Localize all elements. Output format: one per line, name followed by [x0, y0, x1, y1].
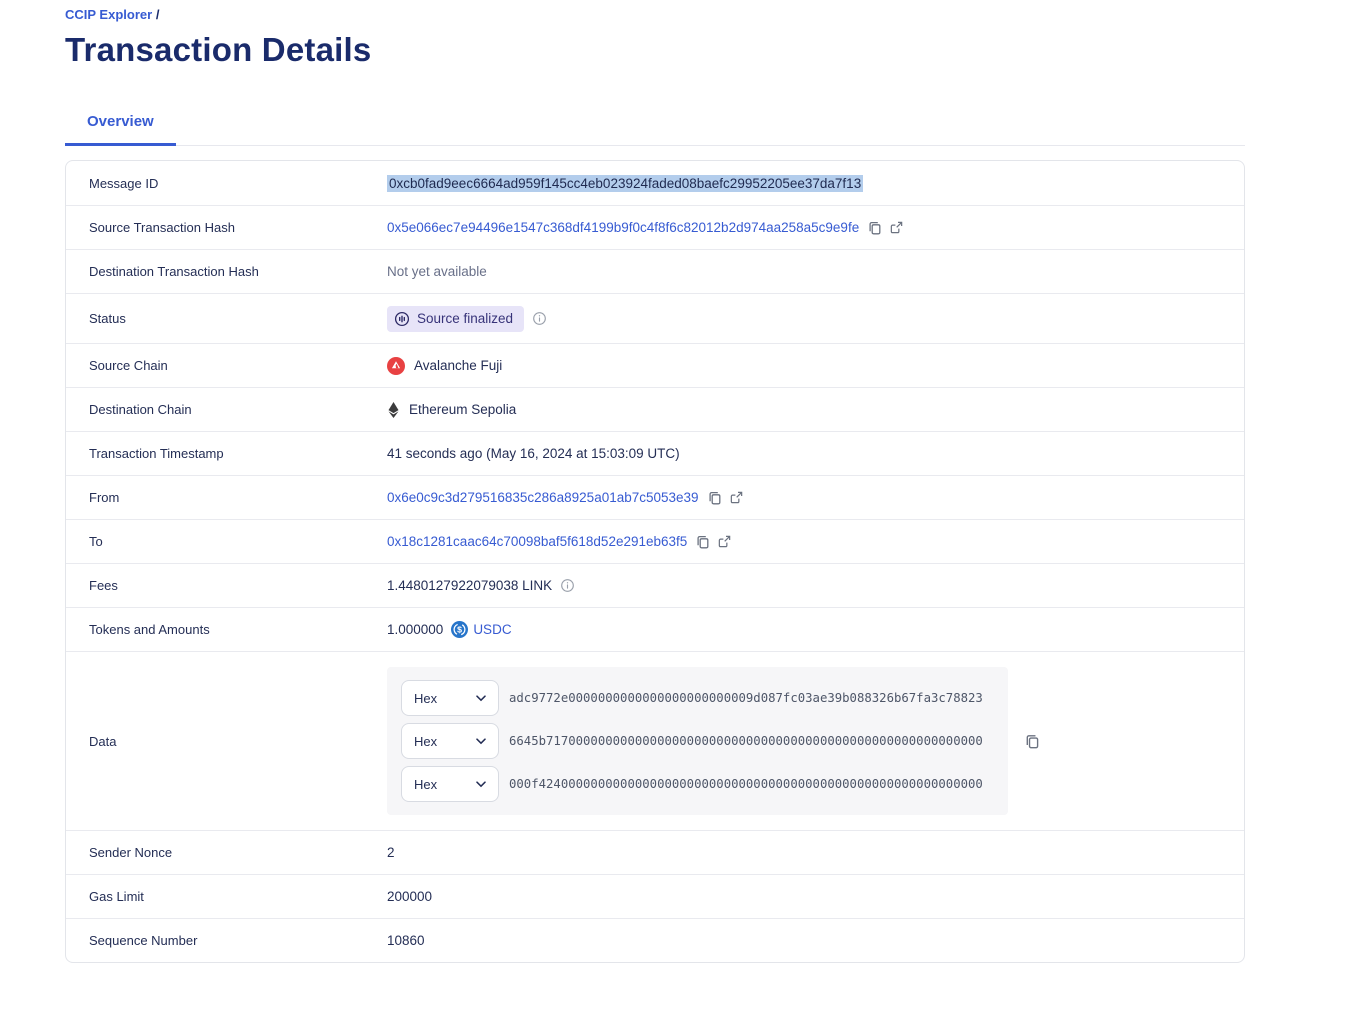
status-badge: Source finalized [387, 306, 524, 332]
table-row-dest-chain: Destination Chain Ethereum Sepolia [66, 387, 1244, 431]
chevron-down-icon [476, 695, 486, 702]
chevron-down-icon [476, 781, 486, 788]
table-row-message-id: Message ID 0xcb0fad9eec6664ad959f145cc4e… [66, 161, 1244, 205]
copy-icon[interactable] [1024, 733, 1041, 750]
token-link-usdc[interactable]: $ USDC [451, 621, 511, 638]
tab-overview[interactable]: Overview [65, 113, 176, 146]
table-row-source-tx-hash: Source Transaction Hash 0x5e066ec7e94496… [66, 205, 1244, 249]
ethereum-icon [387, 401, 400, 419]
svg-text:$: $ [457, 625, 462, 635]
table-row-fees: Fees 1.4480127922079038 LINK [66, 563, 1244, 607]
hex-format-select[interactable]: Hex [401, 680, 499, 716]
dest-chain-label: Destination Chain [66, 402, 387, 417]
data-line: Hex adc9772e0000000000000000000000009d08… [401, 680, 994, 716]
from-label: From [66, 490, 387, 505]
status-progress-icon [394, 311, 410, 327]
sender-nonce-value: 2 [387, 845, 395, 860]
source-tx-hash-link[interactable]: 0x5e066ec7e94496e1547c368df4199b9f0c4f8f… [387, 220, 859, 235]
token-amount: 1.000000 [387, 622, 443, 637]
message-id-value: 0xcb0fad9eec6664ad959f145cc4eb023924fade… [387, 175, 863, 192]
hex-select-value: Hex [414, 691, 437, 706]
transaction-details-card: Message ID 0xcb0fad9eec6664ad959f145cc4e… [65, 160, 1245, 963]
table-row-timestamp: Transaction Timestamp 41 seconds ago (Ma… [66, 431, 1244, 475]
breadcrumb-link-ccip-explorer[interactable]: CCIP Explorer [65, 7, 152, 22]
table-row-to: To 0x18c1281caac64c70098baf5f618d52e291e… [66, 519, 1244, 563]
from-address-link[interactable]: 0x6e0c9c3d279516835c286a8925a01ab7c5053e… [387, 490, 699, 505]
fees-label: Fees [66, 578, 387, 593]
table-row-sender-nonce: Sender Nonce 2 [66, 830, 1244, 874]
avalanche-icon [387, 357, 405, 375]
table-row-from: From 0x6e0c9c3d279516835c286a8925a01ab7c… [66, 475, 1244, 519]
hex-select-value: Hex [414, 777, 437, 792]
breadcrumb: CCIP Explorer / [65, 7, 1245, 22]
hex-select-value: Hex [414, 734, 437, 749]
data-hex-value: 6645b71700000000000000000000000000000000… [509, 734, 983, 748]
external-link-icon[interactable] [729, 490, 744, 505]
source-tx-hash-label: Source Transaction Hash [66, 220, 387, 235]
table-row-data: Data Hex adc9772e00000000000000000000000… [66, 651, 1244, 830]
info-icon[interactable] [560, 578, 575, 593]
to-address-link[interactable]: 0x18c1281caac64c70098baf5f618d52e291eb63… [387, 534, 687, 549]
sender-nonce-label: Sender Nonce [66, 845, 387, 860]
status-label: Status [66, 311, 387, 326]
data-hex-value: 000f424000000000000000000000000000000000… [509, 777, 983, 791]
data-line: Hex 6645b7170000000000000000000000000000… [401, 723, 994, 759]
status-badge-text: Source finalized [417, 311, 513, 326]
external-link-icon[interactable] [717, 534, 732, 549]
gas-limit-label: Gas Limit [66, 889, 387, 904]
page: CCIP Explorer / Transaction Details Over… [65, 0, 1245, 963]
token-symbol: USDC [473, 622, 511, 637]
sequence-number-label: Sequence Number [66, 933, 387, 948]
table-row-tokens: Tokens and Amounts 1.000000 $ USDC [66, 607, 1244, 651]
timestamp-value: 41 seconds ago (May 16, 2024 at 15:03:09… [387, 446, 680, 461]
message-id-label: Message ID [66, 176, 387, 191]
data-hex-box: Hex adc9772e0000000000000000000000009d08… [387, 667, 1008, 815]
source-chain-label: Source Chain [66, 358, 387, 373]
dest-chain-value: Ethereum Sepolia [409, 402, 516, 417]
fees-value: 1.4480127922079038 LINK [387, 578, 552, 593]
gas-limit-value: 200000 [387, 889, 432, 904]
tab-bar: Overview [65, 113, 1245, 146]
info-icon[interactable] [532, 311, 547, 326]
data-line: Hex 000f42400000000000000000000000000000… [401, 766, 994, 802]
tokens-label: Tokens and Amounts [66, 622, 387, 637]
table-row-dest-tx-hash: Destination Transaction Hash Not yet ava… [66, 249, 1244, 293]
dest-tx-hash-label: Destination Transaction Hash [66, 264, 387, 279]
table-row-status: Status Source finalized [66, 293, 1244, 343]
external-link-icon[interactable] [889, 220, 904, 235]
table-row-gas-limit: Gas Limit 200000 [66, 874, 1244, 918]
breadcrumb-separator: / [156, 7, 160, 22]
dest-tx-hash-value: Not yet available [387, 264, 487, 279]
table-row-sequence-number: Sequence Number 10860 [66, 918, 1244, 962]
data-label: Data [66, 734, 387, 749]
table-row-source-chain: Source Chain Avalanche Fuji [66, 343, 1244, 387]
source-chain-value: Avalanche Fuji [414, 358, 502, 373]
copy-icon[interactable] [707, 490, 723, 506]
copy-icon[interactable] [867, 220, 883, 236]
copy-icon[interactable] [695, 534, 711, 550]
hex-format-select[interactable]: Hex [401, 766, 499, 802]
page-title: Transaction Details [65, 31, 1245, 69]
data-hex-value: adc9772e0000000000000000000000009d087fc0… [509, 691, 983, 705]
sequence-number-value: 10860 [387, 933, 425, 948]
hex-format-select[interactable]: Hex [401, 723, 499, 759]
chevron-down-icon [476, 738, 486, 745]
usdc-icon: $ [451, 621, 468, 638]
timestamp-label: Transaction Timestamp [66, 446, 387, 461]
to-label: To [66, 534, 387, 549]
